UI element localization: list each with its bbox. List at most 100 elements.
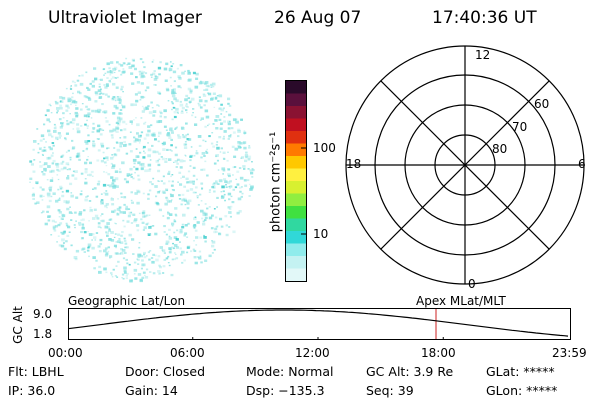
- image-speckle: [74, 170, 78, 173]
- image-speckle: [130, 279, 133, 282]
- image-speckle: [115, 185, 119, 188]
- image-speckle: [92, 256, 96, 259]
- image-speckle: [142, 215, 146, 218]
- image-speckle: [187, 245, 191, 249]
- image-speckle: [93, 67, 97, 70]
- image-speckle: [58, 118, 62, 121]
- image-speckle: [51, 177, 54, 179]
- image-speckle: [95, 259, 98, 262]
- image-speckle: [201, 188, 203, 190]
- image-speckle: [65, 104, 69, 108]
- image-speckle: [63, 230, 66, 233]
- image-speckle: [109, 257, 111, 259]
- image-speckle: [152, 272, 156, 275]
- image-speckle: [71, 100, 76, 104]
- image-speckle: [128, 263, 131, 266]
- image-speckle: [108, 79, 111, 82]
- image-speckle: [213, 106, 216, 108]
- image-speckle: [57, 169, 61, 172]
- image-speckle: [164, 79, 168, 82]
- image-speckle: [165, 198, 169, 201]
- image-speckle: [222, 151, 226, 154]
- image-speckle: [237, 197, 242, 201]
- image-speckle: [200, 182, 204, 185]
- image-speckle: [211, 244, 215, 248]
- image-speckle: [152, 133, 156, 137]
- image-speckle: [204, 203, 207, 205]
- image-speckle: [123, 136, 127, 139]
- image-speckle: [181, 110, 184, 112]
- image-speckle: [180, 126, 184, 129]
- image-speckle: [121, 105, 126, 109]
- image-speckle: [162, 182, 166, 185]
- image-speckle: [185, 109, 188, 112]
- ip-status: IP: 36.0: [8, 383, 56, 398]
- image-speckle: [96, 217, 100, 220]
- image-speckle: [189, 89, 193, 92]
- image-speckle: [103, 192, 106, 194]
- image-speckle: [180, 111, 184, 114]
- image-speckle: [59, 185, 63, 189]
- image-speckle: [220, 196, 225, 199]
- image-speckle: [52, 192, 56, 195]
- image-speckle: [168, 68, 173, 72]
- image-speckle: [213, 230, 217, 234]
- image-speckle: [218, 94, 223, 98]
- image-speckle: [137, 138, 141, 142]
- image-speckle: [156, 104, 159, 107]
- image-speckle: [102, 129, 105, 131]
- image-speckle: [225, 111, 228, 113]
- image-speckle: [166, 200, 170, 203]
- image-speckle: [154, 201, 159, 205]
- image-speckle: [170, 273, 174, 277]
- image-speckle: [59, 126, 63, 129]
- image-speckle: [158, 264, 161, 267]
- image-speckle: [55, 101, 59, 105]
- image-speckle: [129, 279, 133, 283]
- image-speckle: [87, 88, 91, 91]
- image-speckle: [147, 125, 151, 128]
- image-speckle: [84, 178, 87, 180]
- image-speckle: [98, 79, 101, 81]
- image-speckle: [105, 165, 108, 167]
- image-speckle: [197, 135, 202, 138]
- image-speckle: [60, 100, 64, 103]
- image-speckle: [78, 75, 81, 77]
- image-speckle: [109, 61, 114, 64]
- image-speckle: [129, 150, 133, 153]
- image-speckle: [165, 62, 169, 66]
- image-speckle: [78, 211, 83, 214]
- image-speckle: [135, 167, 139, 171]
- image-speckle: [101, 103, 104, 106]
- image-speckle: [82, 150, 85, 152]
- image-speckle: [241, 141, 246, 145]
- image-speckle: [85, 71, 88, 74]
- image-speckle: [229, 180, 232, 183]
- image-speckle: [150, 101, 153, 104]
- image-speckle: [199, 106, 203, 109]
- image-speckle: [178, 231, 182, 234]
- image-speckle: [80, 172, 84, 175]
- image-speckle: [155, 195, 158, 198]
- image-speckle: [194, 216, 197, 218]
- image-speckle: [174, 252, 176, 254]
- image-speckle: [116, 127, 120, 130]
- image-speckle: [164, 202, 168, 206]
- image-speckle: [205, 84, 209, 88]
- image-speckle: [171, 199, 173, 201]
- image-speckle: [59, 104, 62, 107]
- image-speckle: [200, 156, 203, 159]
- image-speckle: [139, 73, 142, 76]
- image-speckle: [193, 256, 197, 259]
- image-speckle: [212, 92, 216, 95]
- image-speckle: [61, 191, 64, 193]
- image-speckle: [204, 240, 207, 243]
- image-speckle: [172, 189, 175, 192]
- image-speckle: [43, 162, 48, 166]
- image-speckle: [165, 233, 168, 236]
- image-speckle: [84, 170, 88, 174]
- image-speckle: [135, 99, 139, 103]
- image-speckle: [151, 144, 154, 147]
- image-speckle: [165, 242, 169, 245]
- image-speckle: [74, 211, 77, 214]
